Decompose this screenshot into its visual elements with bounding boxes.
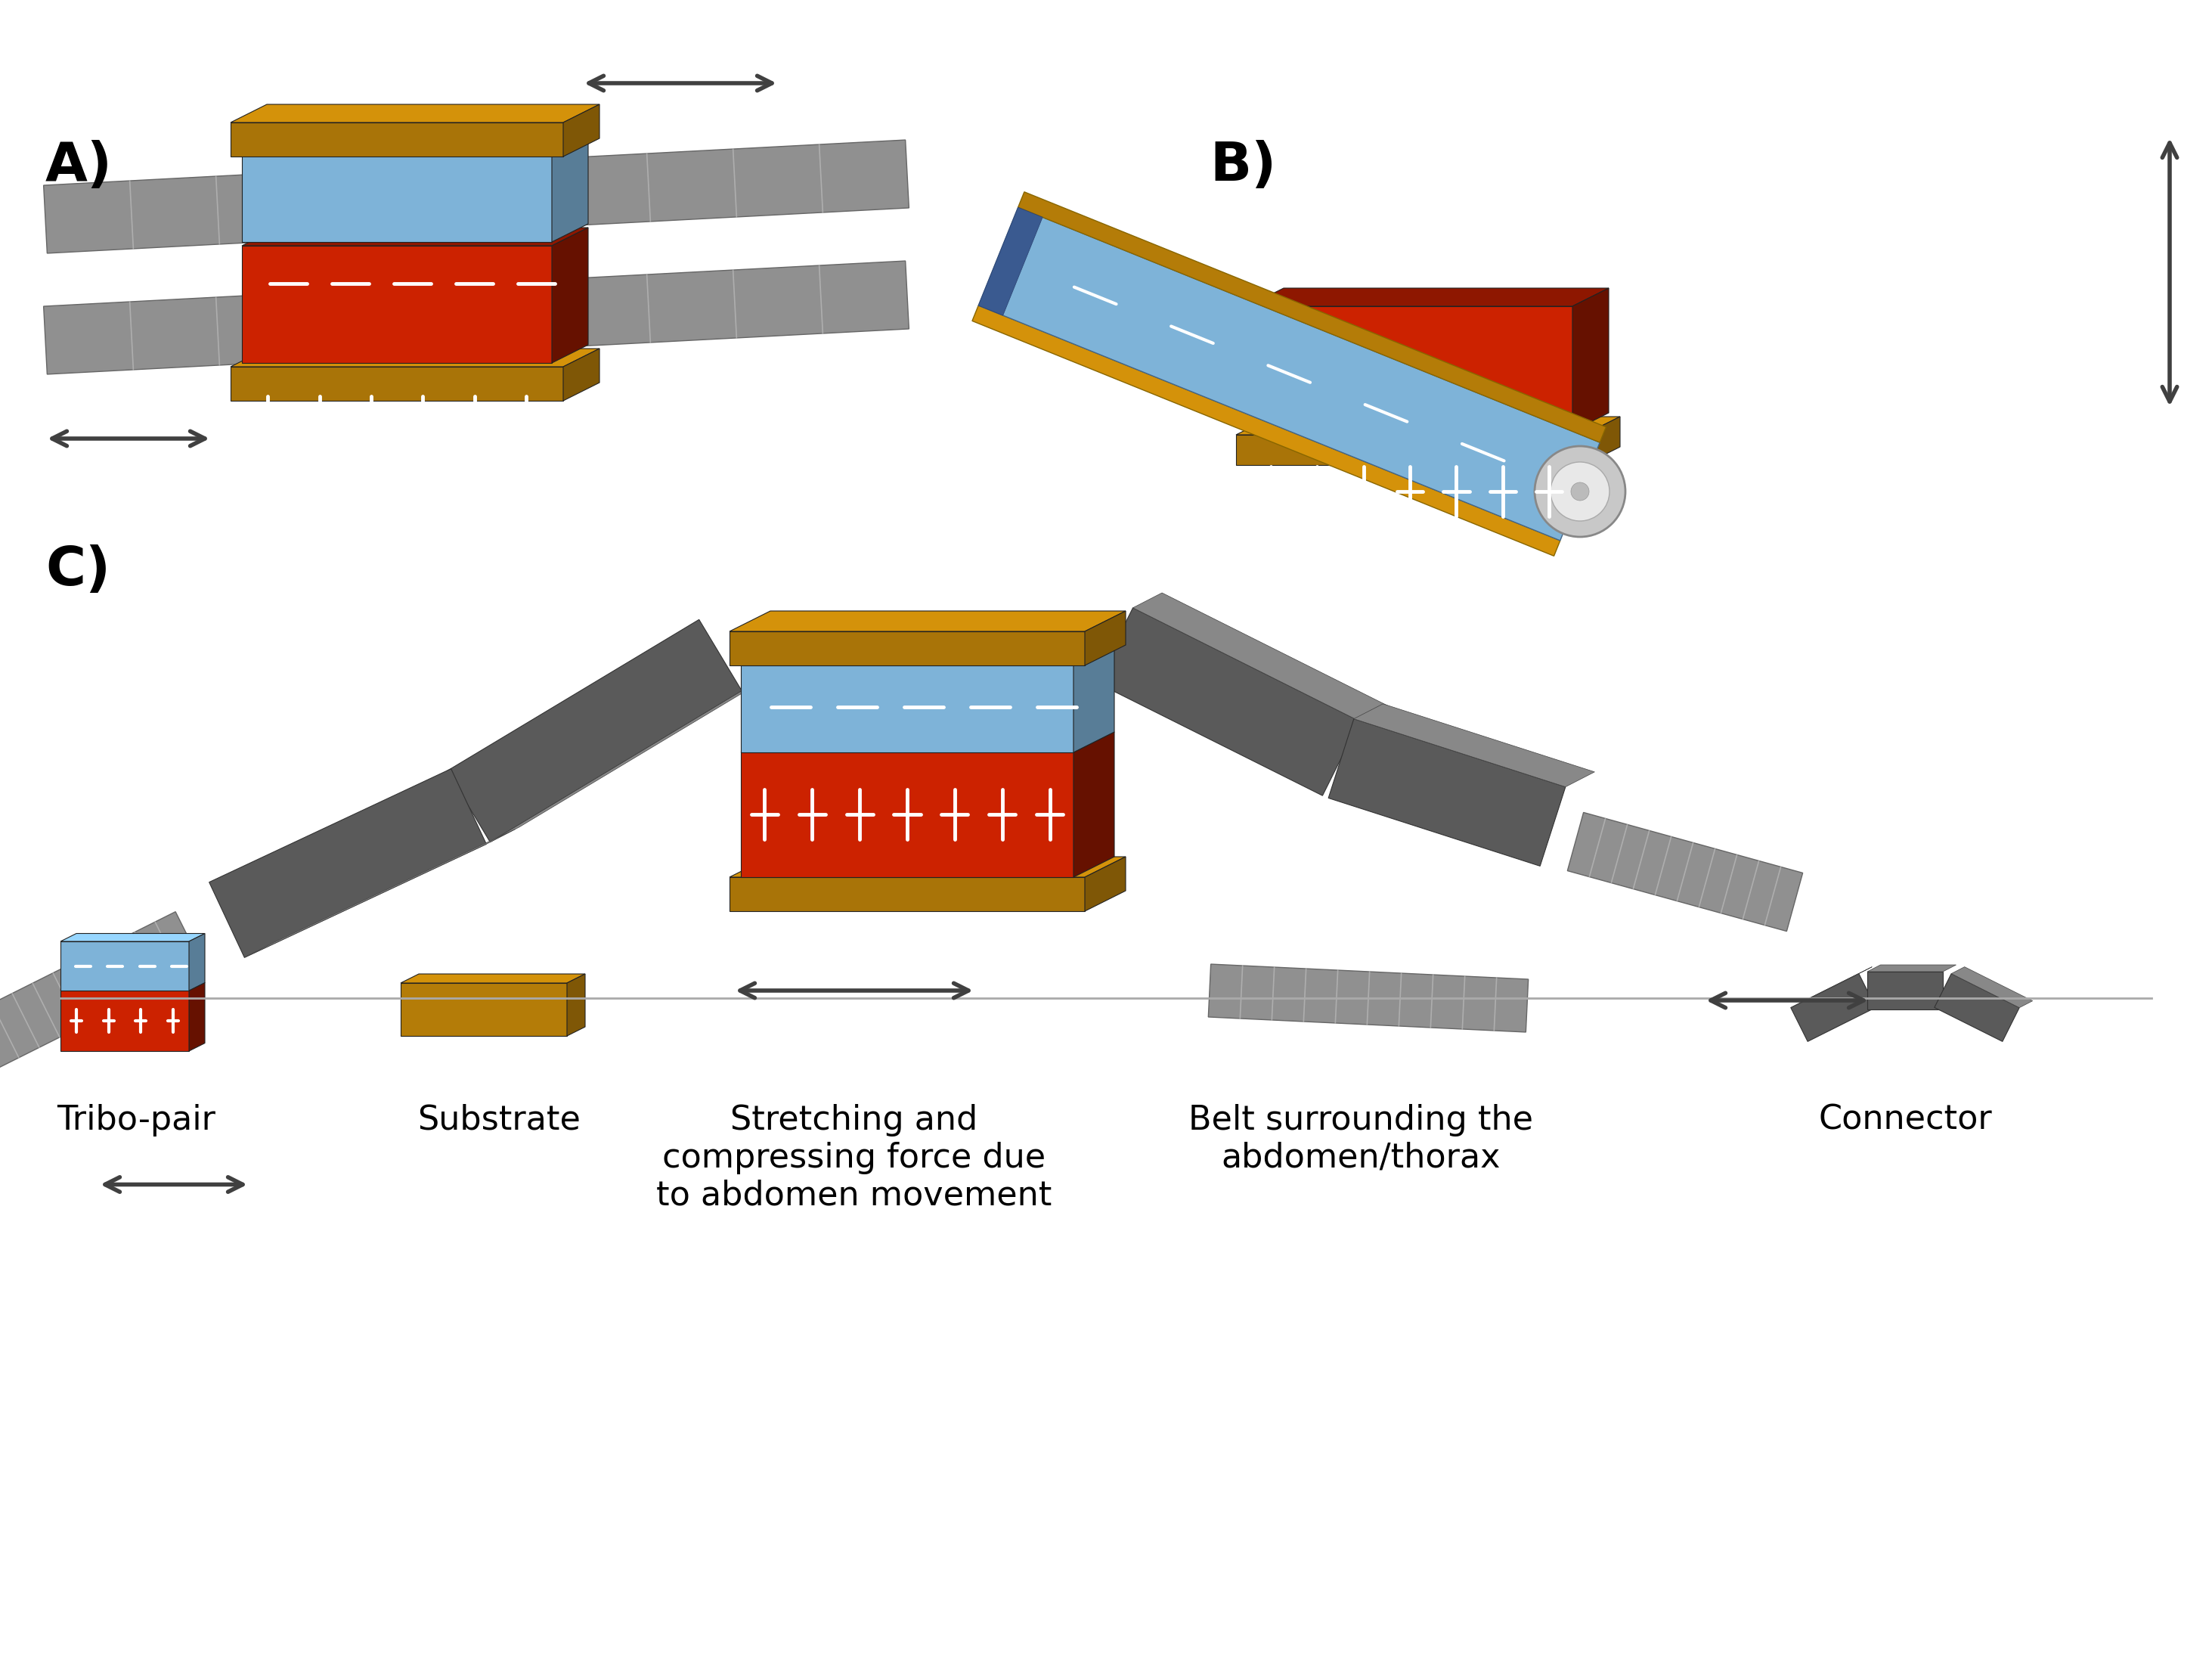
Polygon shape: [1073, 645, 1115, 753]
Text: Connector: Connector: [1818, 1103, 1993, 1136]
Polygon shape: [741, 645, 1115, 665]
Polygon shape: [551, 136, 588, 242]
Polygon shape: [230, 123, 564, 156]
Polygon shape: [1568, 813, 1803, 931]
Polygon shape: [491, 675, 772, 843]
Polygon shape: [1951, 967, 2033, 1007]
Polygon shape: [210, 768, 487, 957]
Polygon shape: [1248, 307, 1573, 431]
Text: C): C): [46, 544, 111, 597]
Polygon shape: [1329, 718, 1566, 866]
Polygon shape: [564, 105, 599, 156]
Polygon shape: [241, 154, 551, 242]
Polygon shape: [241, 136, 588, 154]
Polygon shape: [1084, 856, 1126, 911]
Polygon shape: [60, 990, 188, 1052]
Polygon shape: [60, 941, 188, 990]
Polygon shape: [566, 974, 586, 1035]
Polygon shape: [1208, 964, 1528, 979]
Polygon shape: [1584, 416, 1619, 465]
Polygon shape: [188, 934, 206, 990]
Polygon shape: [447, 619, 741, 843]
Circle shape: [1551, 461, 1610, 521]
Circle shape: [1571, 483, 1588, 501]
Polygon shape: [1237, 435, 1584, 465]
Polygon shape: [730, 878, 1084, 911]
Polygon shape: [1867, 972, 1942, 1009]
Polygon shape: [1084, 611, 1126, 665]
Polygon shape: [1208, 964, 1528, 1032]
Polygon shape: [978, 207, 1599, 541]
Polygon shape: [246, 830, 515, 957]
Polygon shape: [1867, 966, 1955, 972]
Text: A): A): [46, 139, 113, 192]
Polygon shape: [1237, 416, 1619, 435]
Polygon shape: [564, 348, 599, 401]
Text: B): B): [1210, 139, 1276, 192]
Polygon shape: [44, 260, 909, 375]
Polygon shape: [1792, 974, 1876, 1042]
Polygon shape: [1354, 703, 1595, 786]
Polygon shape: [40, 139, 905, 186]
Polygon shape: [188, 982, 206, 1052]
Polygon shape: [741, 665, 1073, 753]
Polygon shape: [730, 611, 1126, 632]
Text: Substrate: Substrate: [418, 1103, 580, 1136]
Polygon shape: [1018, 192, 1606, 443]
Polygon shape: [741, 732, 1115, 753]
Polygon shape: [40, 260, 905, 307]
Polygon shape: [1573, 289, 1608, 431]
Circle shape: [1535, 446, 1626, 538]
Polygon shape: [230, 105, 599, 123]
Polygon shape: [551, 227, 588, 363]
Polygon shape: [741, 753, 1073, 878]
Polygon shape: [730, 856, 1126, 878]
Polygon shape: [978, 207, 1042, 315]
Polygon shape: [230, 367, 564, 401]
Polygon shape: [1133, 592, 1389, 722]
Text: Stretching and
compressing force due
to abdomen movement: Stretching and compressing force due to …: [657, 1103, 1053, 1211]
Polygon shape: [1582, 811, 1803, 873]
Polygon shape: [400, 974, 586, 984]
Polygon shape: [230, 348, 599, 367]
Polygon shape: [1073, 732, 1115, 878]
Polygon shape: [1248, 289, 1608, 307]
Polygon shape: [44, 139, 909, 254]
Polygon shape: [241, 246, 551, 363]
Polygon shape: [60, 982, 206, 990]
Text: Belt surrounding the
abdomen/thorax: Belt surrounding the abdomen/thorax: [1188, 1103, 1533, 1175]
Polygon shape: [0, 912, 204, 1068]
Polygon shape: [400, 984, 566, 1035]
Polygon shape: [1792, 967, 1871, 1007]
Polygon shape: [1095, 607, 1360, 796]
Polygon shape: [0, 964, 206, 1068]
Text: Tribo-pair: Tribo-pair: [58, 1103, 215, 1136]
Polygon shape: [730, 632, 1084, 665]
Polygon shape: [60, 934, 206, 941]
Polygon shape: [241, 227, 588, 246]
Polygon shape: [1935, 974, 2020, 1042]
Polygon shape: [971, 305, 1559, 556]
